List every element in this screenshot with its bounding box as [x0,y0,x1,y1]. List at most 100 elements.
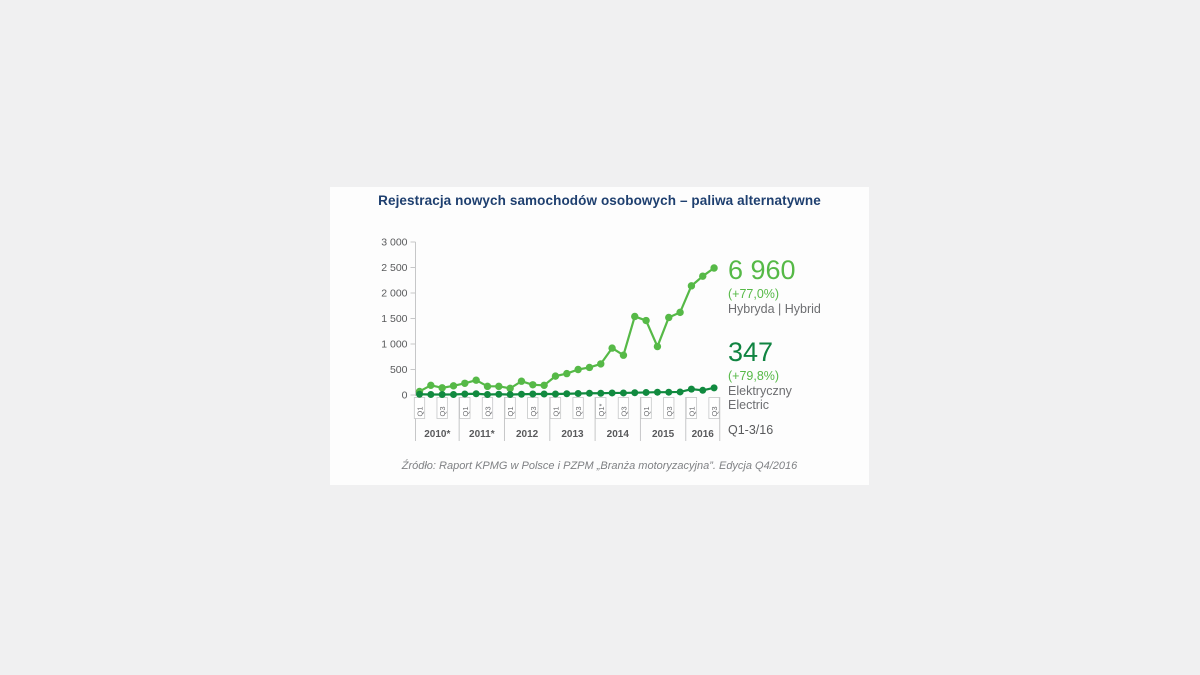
quarter-label-box [572,397,584,419]
hybrid-data-point [495,382,503,391]
quarter-label: Q1 [687,406,696,416]
hybrid-data-point [653,342,662,351]
hybrid-data-point [710,264,718,272]
y-axis-label: 2 500 [381,262,407,274]
quarter-label: Q3 [529,406,538,416]
quarter-label: Q3 [665,406,674,416]
quarter-label: Q3 [483,406,492,416]
hybrid-data-point [619,351,628,359]
electric-data-point [517,390,525,398]
hybrid-data-point [438,384,446,392]
electric-data-point [483,390,491,398]
hybrid-data-point [676,308,684,317]
hybrid-data-point [483,382,492,391]
electric-data-point [495,390,503,398]
year-label: 2010* [424,429,450,440]
hybrid-callout: 6 960 (+77,0%) Hybryda | Hybrid [728,255,821,317]
electric-data-point [574,389,582,397]
electric-data-point [427,390,435,398]
hybrid-data-point [529,381,537,389]
hybrid-data-point [585,363,594,372]
electric-data-point [585,389,593,397]
hybrid-data-point [517,377,526,385]
year-label: 2014 [607,429,630,440]
year-label: 2011* [469,429,495,440]
electric-data-point [529,390,537,398]
electric-data-point [676,388,684,396]
electric-data-point [699,386,707,394]
quarter-label: Q3 [574,406,583,416]
electric-data-point [710,384,718,392]
hybrid-data-point [506,384,514,393]
y-axis-label: 1 500 [381,313,407,325]
hybrid-data-point [608,344,616,352]
hybrid-data-point [461,379,469,387]
electric-data-point [665,388,673,396]
hybrid-data-point [551,372,560,380]
quarter-label-box [595,397,607,419]
electric-data-point [687,385,695,393]
hybrid-series-label: Hybryda | Hybrid [728,302,821,316]
electric-data-point [631,389,639,397]
electric-data-point [461,390,469,398]
electric-series-label-en: Electric [728,398,769,412]
year-label: 2015 [652,429,675,440]
y-axis-label: 500 [390,364,408,376]
quarter-label: Q1 [551,406,560,416]
hybrid-data-point [699,272,707,280]
y-axis-label: 1 000 [381,339,407,351]
electric-data-point [608,389,616,397]
y-axis-label: 0 [402,390,408,402]
electric-data-point [416,390,423,398]
electric-data-point [563,390,571,398]
electric-data-point [438,390,446,398]
y-axis-label: 2 000 [381,288,407,300]
quarter-label-box [663,397,675,419]
quarter-label-box [617,397,630,419]
hybrid-data-point [642,316,650,325]
y-axis-label: 3 000 [381,237,407,249]
year-label: 2013 [561,429,584,440]
electric-data-point [449,390,457,398]
hybrid-data-point [563,369,571,378]
quarter-label: Q1* [597,403,606,416]
hybrid-data-point [427,381,435,390]
hybrid-data-point [449,382,458,390]
hybrid-total-value: 6 960 [728,255,796,285]
quarter-label: Q3 [438,406,447,416]
hybrid-data-point [540,381,548,390]
electric-data-point [619,389,627,397]
quarter-label: Q1 [461,406,470,416]
quarter-label: Q1 [416,406,425,416]
electric-data-point [472,390,480,398]
electric-data-point [597,389,605,397]
period-label: Q1-3/16 [728,423,774,437]
year-label: 2016 [692,429,715,440]
hybrid-data-point [597,360,605,368]
electric-total-value: 347 [728,337,774,367]
hybrid-data-point [665,313,673,322]
quarter-label: Q1 [642,406,651,416]
electric-data-point [506,390,514,398]
quarter-label: Q1 [506,406,515,416]
hybrid-data-point [631,312,639,321]
quarter-label-box [459,397,471,419]
source-note: Źródło: Raport KPMG w Polsce i PZPM „Bra… [401,460,798,472]
quarter-label-box [640,397,652,419]
quarter-label-box [527,397,539,419]
electric-data-point [540,390,548,398]
quarter-label-box [549,397,562,419]
electric-series-label-pl: Elektryczny [728,384,792,398]
hybrid-data-point [687,282,696,290]
chart-title: Rejestracja nowych samochodów osobowych … [378,193,821,208]
electric-data-point [551,390,559,398]
line-chart: 0 500 1 000 1 500 2 000 2 500 3 000 2010* 2011* 2… [381,237,721,441]
hybrid-data-point [574,365,582,374]
hybrid-data-point [472,376,480,384]
electric-callout: 347 (+79,8%) Elektryczny Electric [728,337,792,413]
electric-data-point [653,388,661,396]
electric-data-point [642,388,650,396]
chart-card: Rejestracja nowych samochodów osobowych … [330,187,869,485]
electric-growth-percent: (+79,8%) [728,369,780,383]
